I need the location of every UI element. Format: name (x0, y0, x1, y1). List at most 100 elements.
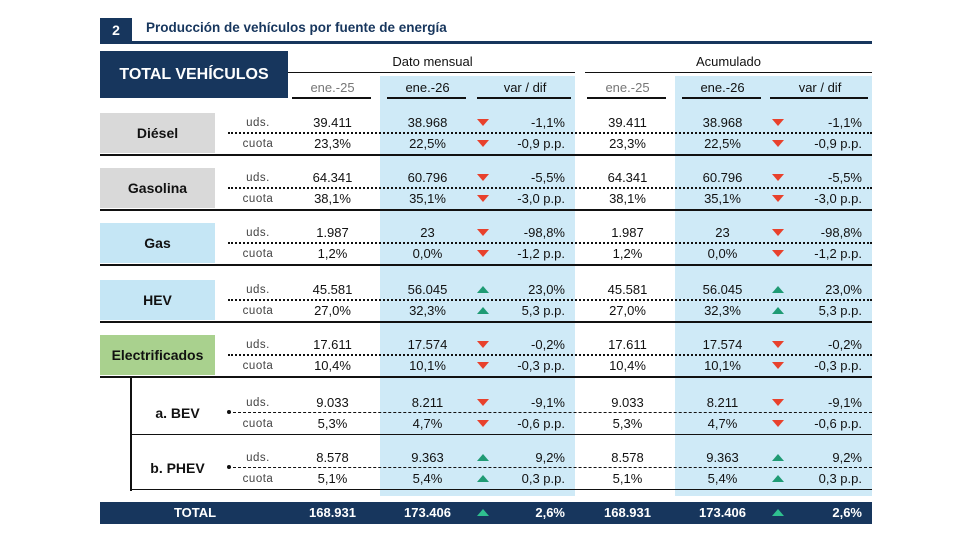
group-rule-monthly (288, 72, 575, 73)
column-header-rule (477, 97, 571, 99)
value-var-monthly: -3,0 p.p. (517, 191, 565, 206)
value-ene26-monthly: 5,4% (412, 471, 443, 486)
group-header-monthly: Dato mensual (392, 54, 473, 69)
value-ene26-monthly: 9.363 (411, 450, 444, 465)
group-header-cumulative: Acumulado (695, 54, 762, 69)
value-var-cumulative: 0,3 p.p. (818, 471, 862, 486)
value-ene25-monthly: 5,3% (317, 416, 348, 431)
value-ene26-monthly: 35,1% (409, 191, 446, 206)
row-bottom-rule (100, 209, 872, 211)
column-header: var / dif (798, 80, 842, 95)
arrow-up-icon (477, 286, 489, 293)
column-header-rule (770, 97, 868, 99)
value-var-monthly: 23,0% (528, 282, 565, 297)
value-ene25-cumulative: 39.411 (608, 115, 647, 130)
unit-label: uds. (246, 284, 270, 296)
value-var-cumulative: -5,5% (828, 170, 862, 185)
row-label: a. BEV (155, 405, 200, 421)
value-ene26-cumulative: 173.406 (699, 505, 746, 520)
value-var-cumulative: -98,8% (820, 225, 862, 240)
row-label: b. PHEV (150, 460, 205, 476)
arrow-down-icon (477, 362, 489, 369)
value-ene25-monthly: 27,0% (314, 303, 351, 318)
value-ene25-cumulative: 1,2% (612, 246, 643, 261)
arrow-up-icon (477, 475, 489, 482)
row-bottom-rule (130, 434, 872, 435)
row-divider (228, 242, 872, 244)
value-ene26-cumulative: 56.045 (702, 282, 743, 297)
value-ene26-monthly: 0,0% (412, 246, 443, 261)
value-ene25-cumulative: 9.033 (611, 395, 644, 410)
row-divider (228, 299, 872, 301)
row-bottom-rule (100, 321, 872, 323)
row-connector-dot (227, 410, 231, 414)
row-connector-dot (227, 465, 231, 469)
value-ene25-monthly: 17.611 (313, 337, 352, 352)
value-var-monthly: -0,9 p.p. (517, 136, 565, 151)
value-var-monthly: -1,2 p.p. (517, 246, 565, 261)
value-ene26-cumulative: 60.796 (702, 170, 743, 185)
value-ene26-cumulative: 9.363 (706, 450, 739, 465)
value-ene25-monthly: 10,4% (314, 358, 351, 373)
value-ene26-cumulative: 22,5% (704, 136, 741, 151)
value-ene25-monthly: 38,1% (314, 191, 351, 206)
value-var-monthly: 9,2% (535, 450, 565, 465)
value-ene25-monthly: 168.931 (309, 505, 356, 520)
unit-label: cuota (242, 360, 274, 372)
value-ene25-cumulative: 64.341 (607, 170, 648, 185)
section-title: Producción de vehículos por fuente de en… (146, 20, 447, 35)
value-var-cumulative: -0,9 p.p. (814, 136, 862, 151)
row-label: HEV (100, 280, 215, 320)
value-ene26-cumulative: 4,7% (707, 416, 738, 431)
value-var-cumulative: -0,3 p.p. (814, 358, 862, 373)
unit-label: uds. (246, 339, 270, 351)
value-var-monthly: -5,5% (531, 170, 565, 185)
unit-label: uds. (246, 452, 270, 464)
row-divider (228, 132, 872, 134)
column-header: ene.-26 (405, 80, 450, 95)
value-ene26-cumulative: 32,3% (704, 303, 741, 318)
value-ene25-monthly: 1,2% (317, 246, 348, 261)
arrow-down-icon (477, 119, 489, 126)
value-ene25-monthly: 39.411 (313, 115, 352, 130)
title-rule (100, 41, 872, 44)
arrow-down-icon (772, 140, 784, 147)
value-var-cumulative: 2,6% (832, 505, 862, 520)
value-ene26-cumulative: 10,1% (704, 358, 741, 373)
unit-label: cuota (242, 418, 274, 430)
unit-label: uds. (246, 172, 270, 184)
arrow-up-icon (772, 286, 784, 293)
row-label: Gasolina (100, 168, 215, 208)
arrow-down-icon (772, 119, 784, 126)
value-ene26-monthly: 22,5% (409, 136, 446, 151)
value-ene26-cumulative: 8.211 (706, 395, 739, 410)
arrow-up-icon (772, 509, 784, 516)
row-divider (228, 187, 872, 189)
value-ene26-cumulative: 35,1% (704, 191, 741, 206)
unit-label: uds. (246, 397, 270, 409)
column-header-rule (387, 97, 466, 99)
value-ene26-monthly: 23 (420, 225, 435, 240)
row-divider (228, 467, 872, 468)
row-bottom-rule (100, 264, 872, 266)
arrow-up-icon (772, 475, 784, 482)
value-ene26-cumulative: 5,4% (707, 471, 738, 486)
value-ene25-cumulative: 1.987 (611, 225, 644, 240)
unit-label: cuota (242, 305, 274, 317)
value-ene25-monthly: 64.341 (312, 170, 353, 185)
arrow-down-icon (772, 341, 784, 348)
arrow-down-icon (477, 229, 489, 236)
column-header: var / dif (503, 80, 547, 95)
value-ene25-cumulative: 10,4% (609, 358, 646, 373)
arrow-down-icon (477, 250, 489, 257)
group-rule-cumulative (585, 72, 872, 73)
value-ene25-cumulative: 168.931 (604, 505, 651, 520)
unit-label: cuota (242, 138, 274, 150)
value-ene25-monthly: 1.987 (316, 225, 349, 240)
value-var-monthly: -0,6 p.p. (517, 416, 565, 431)
unit-label: uds. (246, 227, 270, 239)
subgroup-bracket (130, 376, 132, 491)
row-label: Diésel (100, 113, 215, 153)
arrow-down-icon (477, 399, 489, 406)
value-var-cumulative: -1,1% (828, 115, 862, 130)
